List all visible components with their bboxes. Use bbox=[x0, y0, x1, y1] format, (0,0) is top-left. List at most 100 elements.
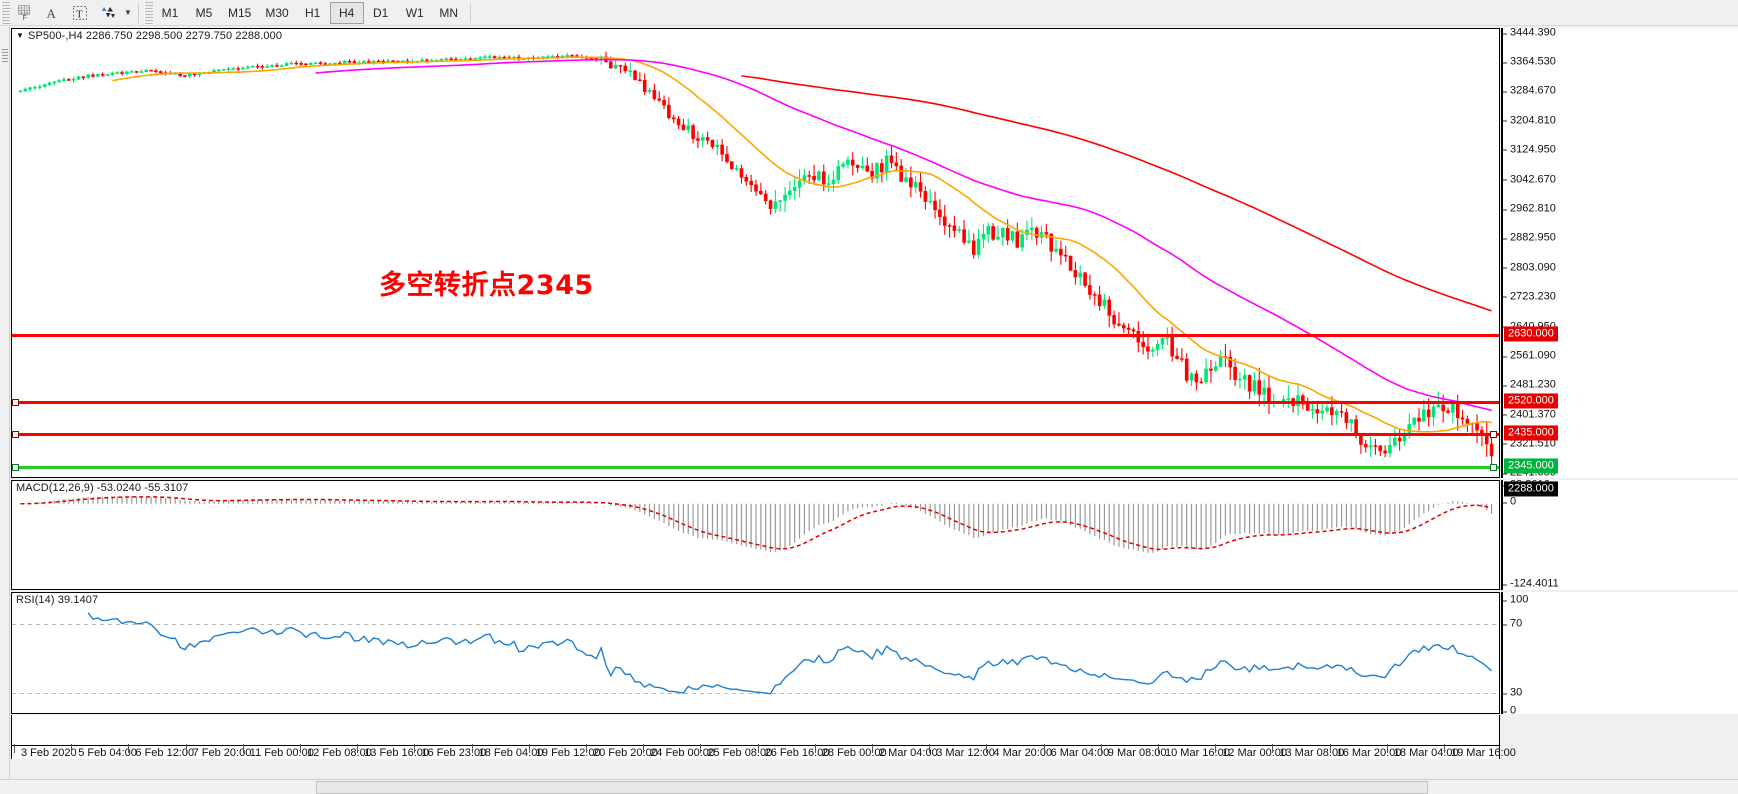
price-level-tag-2520[interactable]: 2520.000 bbox=[1504, 393, 1558, 409]
toolbar-grip[interactable] bbox=[1, 1, 10, 24]
macd-axis-spine bbox=[1501, 480, 1503, 590]
timeframe-button-h4[interactable]: H4 bbox=[329, 1, 364, 24]
symbol-info-label: ▼ SP500-,H4 2286.750 2298.500 2279.750 22… bbox=[16, 30, 282, 42]
time-tick-label: 12 Feb 08:00 bbox=[300, 744, 372, 759]
macd-indicator-pane[interactable]: MACD(12,26,9) -53.0240 -55.3107 bbox=[11, 480, 1500, 590]
scale-rail-thumb[interactable] bbox=[2, 49, 8, 63]
price-level-tag-2288[interactable]: 2288.000 bbox=[1504, 481, 1558, 497]
time-tick-label: 5 Feb 04:00 bbox=[71, 744, 137, 759]
macd-label: MACD(12,26,9) -53.0240 -55.3107 bbox=[16, 482, 189, 494]
time-tick-label: 18 Mar 04:00 bbox=[1386, 744, 1459, 759]
time-tick-label: 18 Feb 04:00 bbox=[471, 744, 544, 759]
level-handle-left-2435[interactable] bbox=[12, 431, 19, 438]
price-tick-label: 2962.810 bbox=[1501, 203, 1556, 215]
symbol-collapse-caret-icon[interactable]: ▼ bbox=[16, 31, 25, 40]
timeframe-button-mn[interactable]: MN bbox=[439, 5, 459, 20]
macd-tick-label: 0 bbox=[1501, 496, 1516, 508]
time-tick-label: 19 Mar 16:00 bbox=[1444, 744, 1516, 759]
drawing-objects-icon[interactable] bbox=[95, 2, 121, 24]
macd-tick-label: -124.4011 bbox=[1501, 578, 1559, 590]
timeframe-button-m5[interactable]: M5 bbox=[195, 5, 213, 20]
main-toolbar: F A T ▼ M1 M5 M15 M30 H1 H4 D1 W1 MN bbox=[0, 0, 1738, 26]
time-tick-label: 6 Feb 12:00 bbox=[128, 744, 195, 759]
level-handle-right-2345[interactable] bbox=[1490, 464, 1497, 471]
rsi-tick-label: 30 bbox=[1501, 687, 1522, 699]
timeframe-button-w1[interactable]: W1 bbox=[405, 5, 424, 20]
rsi-level-30-gridline bbox=[12, 693, 1499, 694]
time-tick-label: 3 Feb 2020 bbox=[14, 744, 77, 759]
rsi-indicator-pane[interactable]: RSI(14) 39.1407 bbox=[11, 592, 1500, 714]
price-level-tag-2435[interactable]: 2435.000 bbox=[1504, 425, 1558, 441]
rsi-level-70-gridline bbox=[12, 624, 1499, 625]
time-tick-label: 13 Mar 08:00 bbox=[1272, 744, 1345, 759]
rsi-tick-label: 0 bbox=[1501, 705, 1516, 717]
time-tick-label: 28 Feb 00:00 bbox=[814, 744, 887, 759]
time-tick-label: 7 Feb 20:00 bbox=[185, 744, 252, 759]
macd-axis[interactable]: 28.80160-124.4011 bbox=[1501, 479, 1738, 590]
rsi-tick-label: 70 bbox=[1501, 618, 1522, 630]
price-tick-label: 3124.950 bbox=[1501, 144, 1556, 155]
time-tick-label: 9 Mar 08:00 bbox=[1100, 744, 1167, 759]
timeframe-button-m30[interactable]: M30 bbox=[265, 5, 289, 20]
price-level-line-2520[interactable] bbox=[12, 399, 1499, 406]
timeframe-button-m1[interactable]: M1 bbox=[161, 5, 179, 20]
rsi-axis-spine bbox=[1501, 592, 1503, 714]
rsi-tick-label: 100 bbox=[1501, 594, 1528, 606]
horizontal-scrollbar[interactable] bbox=[0, 779, 1738, 794]
price-level-tag-2345[interactable]: 2345.000 bbox=[1504, 458, 1558, 474]
level-handle-left-2345[interactable] bbox=[12, 464, 19, 471]
toolbar-separator bbox=[138, 2, 139, 23]
price-tick-label: 2882.950 bbox=[1501, 232, 1556, 244]
price-tick-label: 2803.090 bbox=[1501, 262, 1556, 273]
price-candlestick-canvas bbox=[18, 51, 1494, 470]
horizontal-scrollbar-thumb[interactable] bbox=[316, 781, 1428, 794]
price-tick-label: 2481.230 bbox=[1501, 379, 1556, 391]
vertical-scale-rail[interactable] bbox=[0, 27, 10, 779]
price-level-tag-2630[interactable]: 2630.000 bbox=[1504, 326, 1558, 342]
timeframe-group: M1 M5 M15 M30 H1 H4 D1 W1 MN bbox=[153, 1, 466, 24]
rsi-axis[interactable]: 100 70 30 0 bbox=[1501, 592, 1738, 717]
time-tick-label: 16 Feb 23:00 bbox=[414, 744, 487, 759]
time-tick-label: 4 Mar 20:00 bbox=[986, 744, 1053, 759]
svg-text:F: F bbox=[22, 15, 26, 21]
timeframe-button-m15[interactable]: M15 bbox=[228, 5, 252, 20]
rsi-canvas bbox=[87, 612, 1493, 695]
svg-text:T: T bbox=[76, 8, 83, 20]
time-axis-rule bbox=[12, 745, 1499, 746]
price-level-line-2630[interactable] bbox=[12, 334, 1499, 337]
svg-text:A: A bbox=[47, 6, 57, 21]
time-tick-label: 12 Mar 00:00 bbox=[1215, 744, 1288, 759]
price-chart-pane[interactable]: ▼ SP500-,H4 2286.750 2298.500 2279.750 22… bbox=[11, 28, 1500, 478]
objects-dropdown-caret-icon[interactable]: ▼ bbox=[124, 8, 132, 17]
time-tick-label: 2 Mar 04:00 bbox=[872, 744, 938, 759]
crosshair-f-icon[interactable]: F bbox=[11, 2, 37, 24]
chart-annotation-text[interactable]: 多空转折点2345 bbox=[379, 270, 594, 301]
price-tick-label: 2321.510 bbox=[1501, 438, 1556, 449]
price-tick-label: 3204.810 bbox=[1501, 115, 1556, 126]
level-handle-left[interactable] bbox=[12, 399, 19, 406]
price-tick-label: 2401.370 bbox=[1501, 409, 1556, 420]
price-tick-label: 3042.670 bbox=[1501, 174, 1556, 185]
time-tick-label: 13 Feb 16:00 bbox=[357, 744, 430, 759]
time-tick-label: 11 Feb 00:00 bbox=[242, 744, 314, 759]
level-handle-right-2435[interactable] bbox=[1490, 431, 1497, 438]
symbol-info-text: SP500-,H4 2286.750 2298.500 2279.750 228… bbox=[28, 30, 283, 42]
timeframe-button-h1[interactable]: H1 bbox=[305, 5, 321, 20]
price-level-line-2435[interactable] bbox=[12, 431, 1499, 438]
macd-canvas bbox=[20, 496, 1493, 553]
time-axis[interactable]: 3 Feb 2020 5 Feb 04:00 6 Feb 12:00 7 Feb 20… bbox=[11, 715, 1516, 759]
text-label-icon[interactable]: A bbox=[39, 2, 65, 24]
toolbar-separator-2 bbox=[469, 2, 471, 23]
rsi-label: RSI(14) 39.1407 bbox=[16, 594, 99, 606]
text-box-icon[interactable]: T bbox=[67, 2, 93, 24]
timeframe-grip[interactable] bbox=[144, 1, 153, 24]
timeframe-button-d1[interactable]: D1 bbox=[373, 5, 389, 20]
price-tick-label: 2723.230 bbox=[1501, 291, 1556, 302]
time-tick-label: 6 Mar 04:00 bbox=[1043, 744, 1110, 759]
price-axis-spine bbox=[1501, 28, 1503, 478]
time-tick-label: 25 Feb 08:00 bbox=[700, 744, 773, 759]
price-axis[interactable]: 3444.390 3364.530 3284.670 3204.810 3124.950… bbox=[1501, 27, 1738, 497]
time-tick-label: 16 Mar 20:00 bbox=[1329, 744, 1402, 759]
price-level-line-2345[interactable] bbox=[12, 464, 1499, 471]
